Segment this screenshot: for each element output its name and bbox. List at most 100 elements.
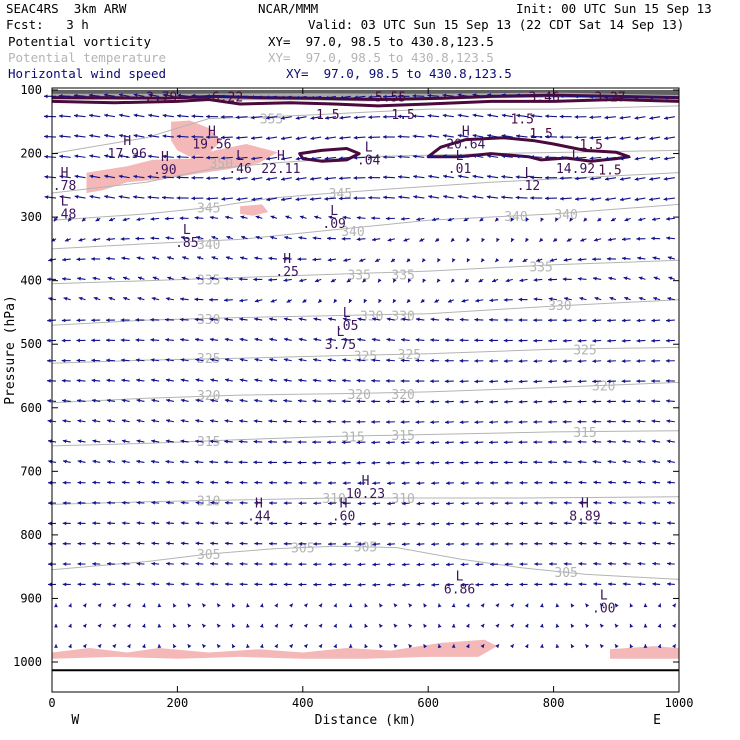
wind-vector	[118, 133, 130, 138]
hl-value: .85	[175, 236, 198, 251]
wind-vector	[280, 95, 292, 100]
wind-vector	[578, 500, 587, 505]
wind-vector	[578, 561, 587, 566]
speed-label: 3.46	[529, 90, 560, 105]
wind-vector	[371, 440, 381, 445]
wind-vector	[481, 237, 486, 243]
wind-vector	[118, 93, 130, 97]
wind-vector	[368, 115, 381, 120]
wind-vector	[445, 582, 454, 587]
wind-vector	[510, 217, 515, 222]
pv-contour-label: 1.5	[529, 127, 552, 142]
wind-vector	[166, 500, 174, 505]
wind-vector	[372, 562, 381, 567]
wind-vector	[283, 278, 292, 283]
wind-vector	[341, 460, 351, 465]
wind-vector	[525, 237, 530, 243]
wind-vector	[195, 500, 204, 505]
wind-vector	[563, 561, 572, 566]
wind-vector	[563, 521, 572, 526]
wind-vector	[503, 359, 513, 363]
wind-vector	[577, 338, 587, 343]
wind-vector	[664, 116, 675, 120]
wind-vector	[126, 643, 131, 649]
wind-vector	[97, 643, 102, 649]
wind-vector	[313, 542, 322, 546]
wind-vector	[457, 174, 469, 179]
wind-vector	[474, 379, 484, 384]
wind-vector	[590, 197, 602, 202]
wind-vector	[651, 217, 661, 222]
wind-vector	[77, 459, 86, 464]
wind-vector	[607, 318, 616, 323]
wind-vector	[667, 582, 675, 587]
wind-vector	[250, 136, 263, 140]
wind-vector	[578, 521, 587, 526]
wind-vector	[359, 258, 366, 262]
wind-vector	[224, 480, 233, 485]
wind-vector	[427, 113, 440, 118]
wind-vector	[58, 94, 71, 98]
wind-vector	[356, 237, 366, 242]
wind-vector	[651, 379, 661, 383]
wind-vector	[445, 542, 454, 547]
wind-vector	[224, 357, 233, 362]
wind-vector	[297, 460, 307, 465]
wind-vector	[91, 398, 101, 403]
init-time: Init: 00 UTC Sun 15 Sep 13	[516, 1, 712, 16]
wind-vector	[475, 542, 484, 546]
wind-vector	[634, 177, 646, 181]
wind-vector	[268, 439, 278, 444]
wind-vector	[548, 562, 557, 566]
wind-vector	[283, 501, 292, 506]
wind-vector	[599, 603, 604, 608]
wind-vector	[270, 298, 278, 303]
wind-vector	[298, 521, 307, 526]
wind-vector	[289, 603, 294, 608]
wind-vector	[503, 338, 513, 343]
wind-vector	[651, 419, 661, 424]
wind-vector	[268, 277, 278, 282]
wind-vector	[172, 623, 177, 628]
wind-vector	[162, 134, 174, 139]
wind-vector	[106, 378, 116, 383]
wind-vector	[607, 237, 617, 242]
wind-vector	[254, 582, 263, 587]
pv-contour	[298, 147, 361, 163]
pv-fill-region	[240, 204, 269, 216]
wind-vector	[667, 561, 675, 566]
pv-fill-layer	[52, 120, 679, 659]
wind-vector	[176, 134, 189, 139]
wind-vector	[92, 419, 101, 423]
wind-vector	[201, 623, 207, 628]
wind-vector	[104, 133, 116, 138]
wind-vector	[649, 177, 661, 181]
wind-vector	[475, 562, 484, 567]
wind-vector	[286, 299, 293, 303]
wind-vector	[577, 419, 587, 424]
wind-vector	[107, 276, 116, 281]
wind-vector	[341, 440, 351, 445]
theta-contour-330	[51, 299, 680, 326]
wind-vector	[224, 439, 233, 444]
wind-vector	[157, 623, 162, 628]
wind-vector	[341, 419, 351, 424]
wind-vector	[430, 358, 440, 363]
y-tick-label: 300	[20, 210, 42, 224]
wind-vector	[649, 116, 661, 120]
wind-vector	[489, 440, 499, 445]
wind-vector	[472, 174, 484, 179]
theta-label: 330	[197, 313, 220, 328]
wind-vector	[503, 318, 513, 322]
wind-vector	[592, 399, 602, 404]
wind-vector	[585, 623, 590, 628]
wind-vector	[195, 378, 204, 383]
wind-vector	[559, 135, 572, 140]
hl-marker: H	[581, 496, 589, 511]
wind-vector	[622, 541, 631, 546]
wind-vector	[330, 278, 337, 283]
wind-vector	[387, 582, 395, 587]
wind-vector	[518, 379, 528, 384]
wind-vector	[150, 338, 160, 342]
wind-vector	[180, 378, 189, 383]
